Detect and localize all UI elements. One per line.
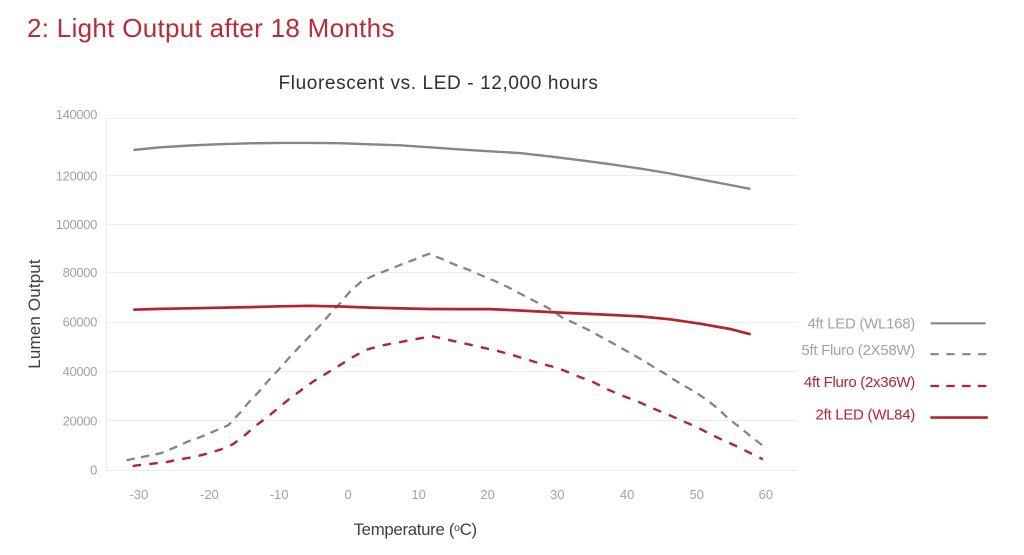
svg-text:100000: 100000	[56, 217, 97, 232]
svg-text:40: 40	[620, 487, 634, 502]
svg-text:4ft LED (WL168): 4ft LED (WL168)	[807, 316, 915, 333]
svg-text:Fluorescent vs. LED - 12,000 h: Fluorescent vs. LED - 12,000 hours	[279, 73, 599, 94]
svg-text:140000: 140000	[56, 107, 97, 122]
svg-text:4ft Fluro (2x36W): 4ft Fluro (2x36W)	[804, 374, 915, 391]
svg-text:30: 30	[550, 487, 564, 502]
svg-text:Temperature (oC): Temperature (oC)	[354, 520, 477, 539]
svg-text:0: 0	[344, 487, 351, 502]
svg-text:-30: -30	[130, 487, 149, 502]
svg-text:40000: 40000	[63, 364, 98, 379]
svg-text:2ft LED (WL84): 2ft LED (WL84)	[816, 407, 916, 424]
svg-text:-20: -20	[200, 487, 219, 502]
svg-text:60000: 60000	[63, 315, 98, 330]
svg-text:50: 50	[690, 487, 704, 502]
svg-text:20: 20	[480, 487, 494, 502]
svg-text:60: 60	[759, 487, 773, 502]
svg-text:Lumen Output: Lumen Output	[25, 259, 44, 369]
svg-text:5ft Fluro (2X58W): 5ft Fluro (2X58W)	[801, 342, 915, 359]
svg-text:80000: 80000	[63, 265, 98, 280]
svg-text:20000: 20000	[63, 413, 98, 428]
svg-text:10: 10	[411, 487, 425, 502]
svg-text:0: 0	[90, 463, 97, 478]
svg-text:-10: -10	[270, 487, 289, 502]
svg-text:120000: 120000	[56, 169, 97, 184]
